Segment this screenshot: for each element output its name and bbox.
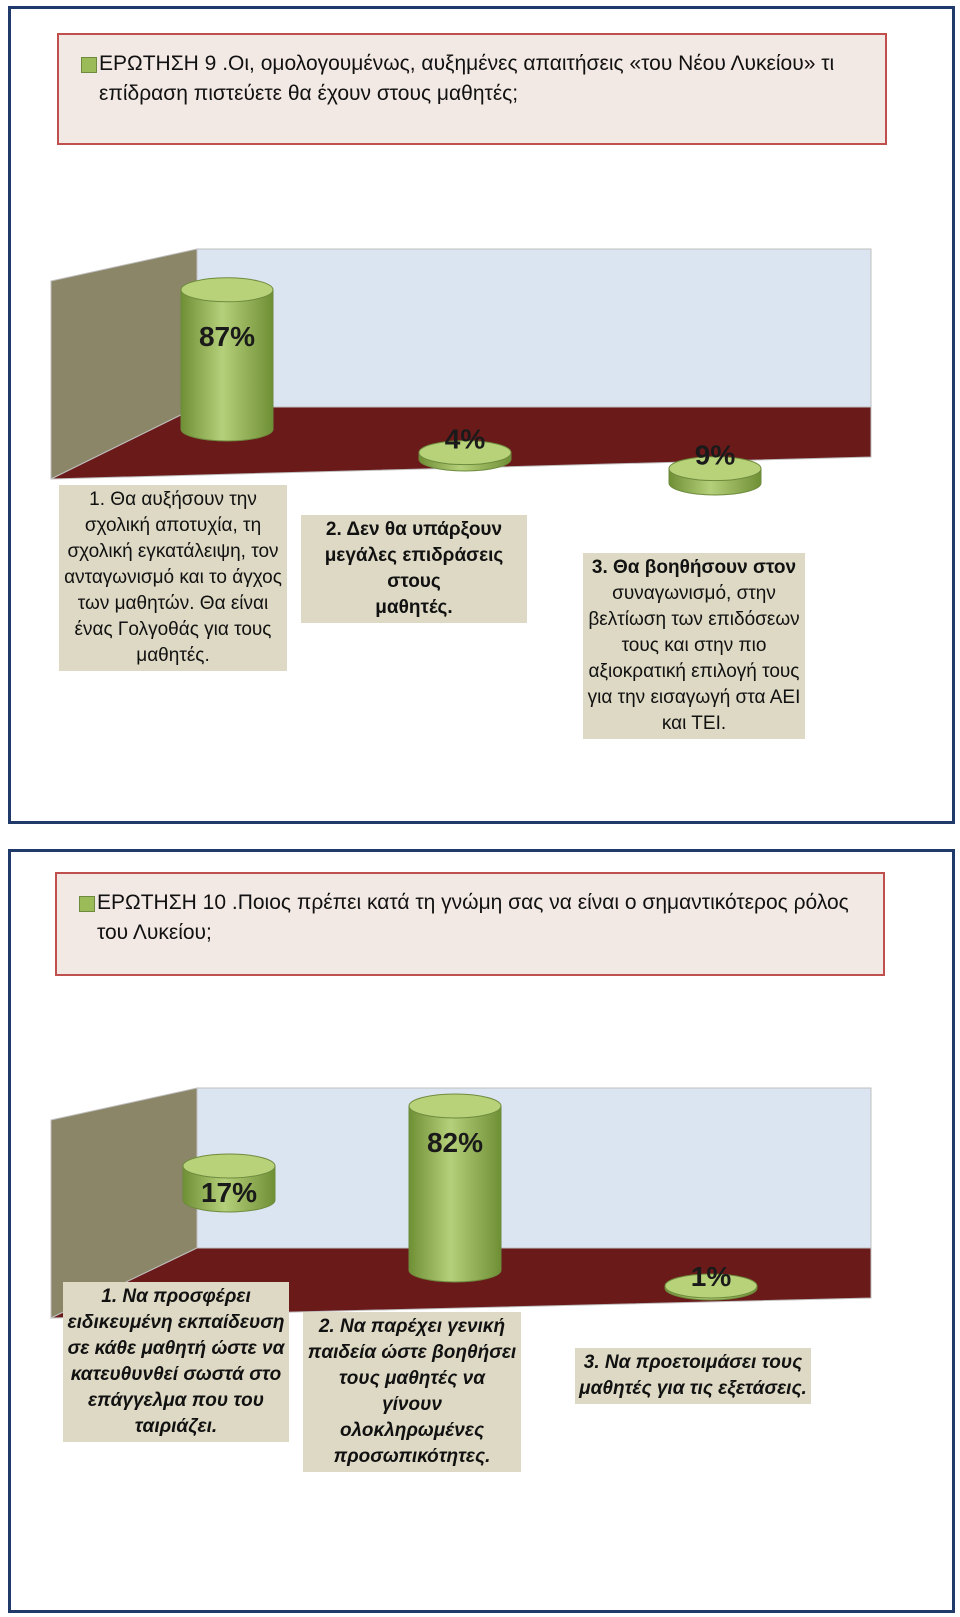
bar-1 bbox=[180, 289, 274, 442]
legend-swatch bbox=[81, 57, 97, 73]
category-label-2: 2. Να παρέχει γενική παιδεία ώστε βοηθήσε… bbox=[303, 1312, 521, 1472]
chart-title: ΕΡΩΤΗΣΗ 10 .Ποιος πρέπει κατά τη γνώμη σ… bbox=[97, 891, 849, 944]
category-label-3: 3. Θα βοηθήσουν στον συναγωνισμό, στην βελ… bbox=[583, 553, 805, 739]
chart-plot-area-10: 17% 82% 1% bbox=[50, 1087, 872, 1319]
bar-top-1 bbox=[182, 1153, 276, 1179]
data-label-1: 87% bbox=[199, 321, 255, 352]
back-wall bbox=[196, 1087, 872, 1249]
data-label-3: 1% bbox=[691, 1261, 732, 1292]
data-label-3: 9% bbox=[695, 440, 736, 471]
data-label-2: 82% bbox=[427, 1127, 483, 1158]
bar-top-1 bbox=[180, 277, 274, 303]
chart-title: ΕΡΩΤΗΣΗ 9 .Οι, ομολογουμένως, αυξημένες … bbox=[99, 52, 835, 105]
chart-plot-area-9: 87% 4% 9% bbox=[50, 248, 872, 496]
category-label-1: 1. Θα αυξήσουν την σχολική αποτυχία, τη σχ… bbox=[59, 485, 287, 671]
chart-title-box: ΕΡΩΤΗΣΗ 10 .Ποιος πρέπει κατά τη γνώμη σ… bbox=[55, 872, 885, 976]
bar-top-2 bbox=[418, 440, 512, 466]
data-label-1: 17% bbox=[201, 1177, 257, 1208]
bar-top-3 bbox=[664, 1273, 758, 1299]
bar-2 bbox=[408, 1105, 502, 1283]
category-label-2: 2. Δεν θα υπάρξουν μεγάλες επιδράσεις στο… bbox=[301, 515, 527, 623]
legend-swatch bbox=[79, 896, 95, 912]
bar-1 bbox=[182, 1165, 276, 1213]
data-label-2: 4% bbox=[445, 424, 486, 455]
back-wall bbox=[196, 248, 872, 408]
chart-title-box: ΕΡΩΤΗΣΗ 9 .Οι, ομολογουμένως, αυξημένες … bbox=[57, 33, 887, 145]
bar-top-3 bbox=[668, 456, 762, 482]
category-label-3: 3. Να προετοιμάσει τους μαθητές για τις ε… bbox=[575, 1348, 811, 1404]
chart-panel-question-10: ΕΡΩΤΗΣΗ 10 .Ποιος πρέπει κατά τη γνώμη σ… bbox=[8, 849, 955, 1613]
chart-panel-question-9: ΕΡΩΤΗΣΗ 9 .Οι, ομολογουμένως, αυξημένες … bbox=[8, 6, 955, 824]
category-label-1: 1. Να προσφέρει ειδικευμένη εκπαίδευση σε … bbox=[63, 1282, 289, 1442]
bar-top-2 bbox=[408, 1093, 502, 1119]
